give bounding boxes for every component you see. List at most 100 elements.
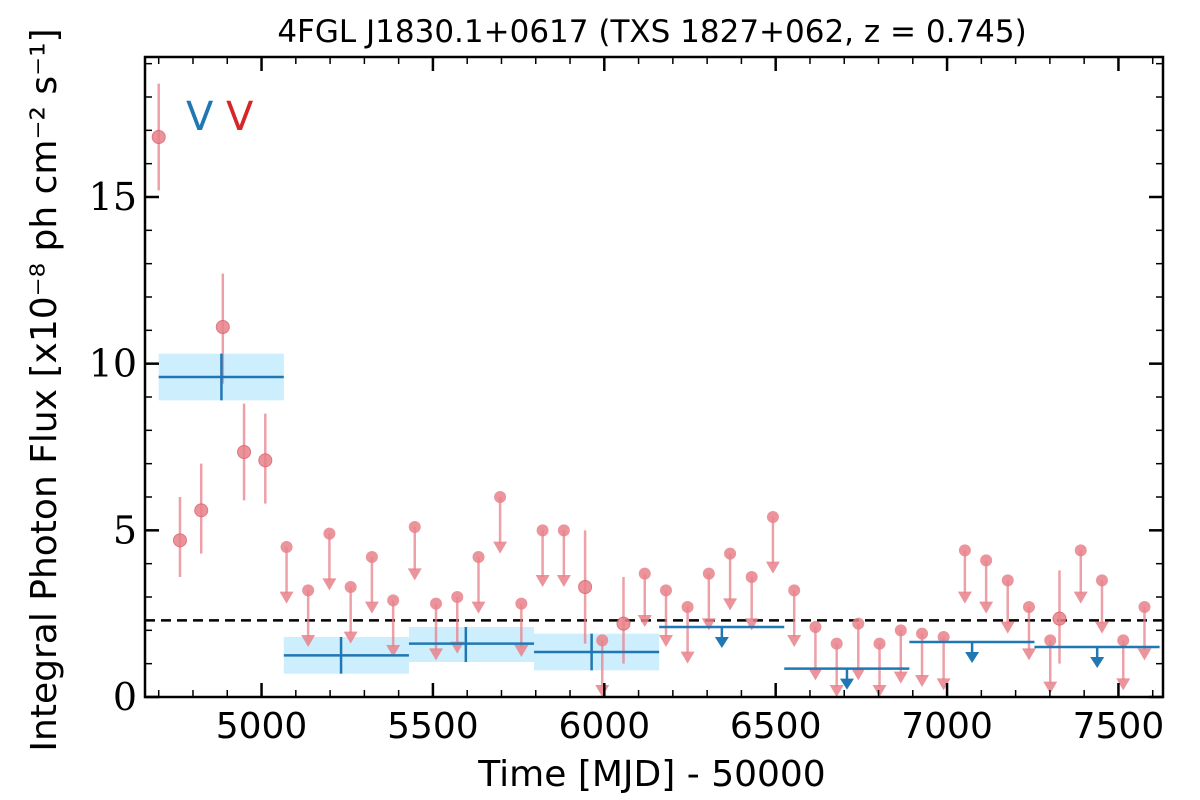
monthly-ul-arrow-32 <box>1000 621 1015 634</box>
monthly-point-6 <box>578 580 593 594</box>
monthly-ul-arrow-4 <box>364 601 379 614</box>
monthly-ul-point-18 <box>702 567 715 580</box>
monthly-ul-arrow-2 <box>322 578 337 591</box>
monthly-ul-arrow-30 <box>957 591 972 604</box>
monthly-ul-point-11 <box>515 597 528 610</box>
y-tick-label-0: 0 <box>113 675 137 719</box>
monthly-ul-arrow-38 <box>1137 648 1152 661</box>
monthly-ul-arrow-31 <box>979 601 994 614</box>
monthly-ul-point-37 <box>1117 634 1130 647</box>
monthly-ul-point-13 <box>557 524 570 537</box>
monthly-ul-point-20 <box>745 571 758 583</box>
legend-entry-monthly: V <box>226 94 254 140</box>
monthly-ul-point-10 <box>494 491 507 503</box>
x-tick-label-7500: 7500 <box>1073 706 1165 747</box>
monthly-ul-arrow-36 <box>1094 621 1109 634</box>
monthly-ul-arrow-7 <box>429 648 444 661</box>
monthly-ul-arrow-22 <box>787 635 802 647</box>
monthly-ul-point-23 <box>809 621 822 633</box>
monthly-ul-point-38 <box>1138 601 1151 613</box>
monthly-ul-point-9 <box>472 551 485 563</box>
monthly-ul-arrow-16 <box>658 635 673 647</box>
y-tick-label-5: 5 <box>113 508 137 552</box>
monthly-ul-arrow-13 <box>556 575 571 587</box>
x-tick-label-6500: 6500 <box>730 706 822 747</box>
monthly-ul-point-36 <box>1095 574 1108 587</box>
monthly-ul-arrow-23 <box>808 668 823 681</box>
monthly-ul-point-22 <box>788 584 801 597</box>
monthly-ul-point-1 <box>302 584 315 597</box>
monthly-ul-arrow-17 <box>680 651 695 664</box>
x-tick-label-6000: 6000 <box>558 706 650 747</box>
monthly-ul-arrow-21 <box>765 561 780 574</box>
monthly-ul-arrow-24 <box>829 685 844 697</box>
monthly-ul-arrow-29 <box>936 678 951 691</box>
monthly-ul-point-17 <box>681 601 694 613</box>
yearly-ul-arrow-1 <box>839 678 854 690</box>
monthly-ul-arrow-37 <box>1116 678 1131 691</box>
monthly-ul-arrow-14 <box>595 685 610 697</box>
monthly-ul-arrow-15 <box>637 615 652 627</box>
monthly-ul-arrow-3 <box>343 631 358 644</box>
y-tick-label-15: 15 <box>89 175 137 219</box>
monthly-ul-arrow-11 <box>514 645 529 657</box>
monthly-ul-arrow-20 <box>744 618 759 631</box>
monthly-ul-arrow-1 <box>301 635 316 647</box>
monthly-ul-arrow-12 <box>535 575 550 587</box>
monthly-ul-arrow-5 <box>386 645 401 657</box>
monthly-series <box>151 83 1152 697</box>
legend-entry-yearly: V <box>186 94 214 140</box>
monthly-ul-point-34 <box>1044 634 1057 647</box>
monthly-ul-arrow-26 <box>872 685 887 697</box>
monthly-ul-point-32 <box>1001 574 1014 587</box>
monthly-ul-point-24 <box>830 637 843 650</box>
monthly-ul-point-28 <box>916 627 929 640</box>
yearly-ul-arrow-0 <box>714 637 729 648</box>
x-tick-label-7000: 7000 <box>901 706 993 747</box>
monthly-ul-arrow-6 <box>407 568 422 581</box>
monthly-ul-arrow-33 <box>1021 648 1036 661</box>
monthly-point-7 <box>616 616 631 631</box>
monthly-ul-point-29 <box>937 631 950 643</box>
monthly-ul-point-2 <box>323 527 336 540</box>
monthly-ul-point-25 <box>852 617 865 630</box>
x-tick-label-5000: 5000 <box>216 706 308 747</box>
chart-title: 4FGL J1830.1+0617 (TXS 1827+062, z = 0.7… <box>277 14 1026 50</box>
monthly-ul-arrow-0 <box>279 591 294 604</box>
monthly-ul-arrow-18 <box>701 618 716 631</box>
monthly-ul-arrow-9 <box>471 601 486 614</box>
yearly-ul-arrow-3 <box>1090 657 1105 668</box>
y-axis-label: Integral Photon Flux [x10⁻⁸ ph cm⁻² s⁻¹] <box>24 28 65 751</box>
monthly-point-2 <box>194 503 209 518</box>
yearly-series <box>158 353 1160 690</box>
x-tick-label-5500: 5500 <box>387 706 479 747</box>
monthly-ul-point-16 <box>659 584 672 597</box>
monthly-ul-point-21 <box>766 511 779 523</box>
monthly-ul-point-7 <box>430 597 443 610</box>
monthly-ul-arrow-28 <box>915 675 930 687</box>
monthly-point-8 <box>1052 611 1067 626</box>
monthly-ul-point-30 <box>958 544 971 557</box>
monthly-ul-point-6 <box>408 521 421 533</box>
monthly-ul-point-19 <box>724 547 737 560</box>
plot-frame <box>143 55 1165 699</box>
monthly-ul-arrow-34 <box>1043 681 1058 694</box>
monthly-ul-point-4 <box>365 551 378 563</box>
monthly-ul-arrow-35 <box>1073 591 1088 604</box>
monthly-ul-arrow-10 <box>493 541 508 554</box>
monthly-ul-arrow-27 <box>893 671 908 684</box>
monthly-ul-point-8 <box>451 591 464 603</box>
monthly-ul-point-26 <box>873 637 886 650</box>
monthly-ul-point-35 <box>1074 544 1087 557</box>
monthly-ul-point-12 <box>536 524 549 537</box>
monthly-point-1 <box>172 533 187 548</box>
monthly-ul-point-14 <box>596 634 609 647</box>
monthly-ul-arrow-19 <box>723 598 738 611</box>
legend: V V <box>186 94 254 140</box>
monthly-ul-point-3 <box>344 581 357 593</box>
monthly-point-5 <box>258 453 273 468</box>
monthly-ul-arrow-25 <box>851 668 866 681</box>
x-axis-label: Time [MJD] - 50000 <box>477 754 825 795</box>
monthly-point-4 <box>237 445 252 459</box>
